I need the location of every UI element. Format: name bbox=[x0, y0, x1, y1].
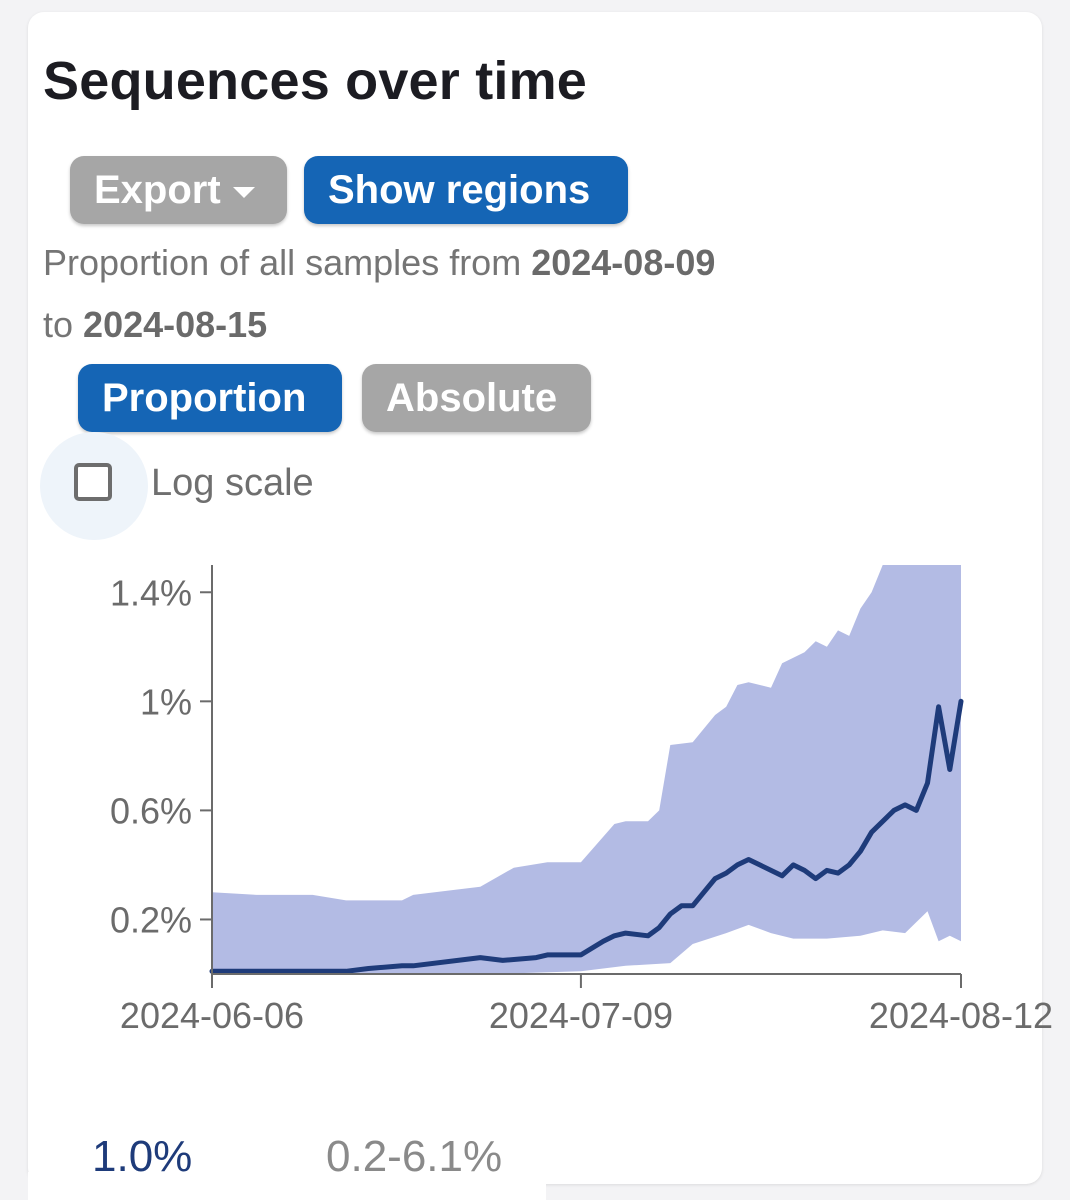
y-tick-label: 0.2% bbox=[110, 899, 192, 940]
proportion-button[interactable]: Proportion bbox=[78, 364, 342, 432]
log-scale-checkbox[interactable] bbox=[74, 463, 112, 501]
proportion-label: Proportion bbox=[102, 375, 307, 420]
description-line-2: to 2024-08-15 bbox=[43, 304, 267, 346]
date-to: 2024-08-15 bbox=[83, 304, 268, 345]
absolute-button[interactable]: Absolute bbox=[362, 364, 591, 432]
caret-down-icon bbox=[232, 186, 255, 198]
card-title: Sequences over time bbox=[43, 51, 588, 111]
estimate-line bbox=[209, 698, 964, 974]
y-tick-label: 1.4% bbox=[110, 572, 192, 613]
export-button[interactable]: Export bbox=[70, 156, 287, 224]
y-tick-label: 1% bbox=[140, 681, 192, 722]
x-tick-label: 2024-06-06 bbox=[120, 995, 304, 1036]
export-label: Export bbox=[94, 167, 221, 212]
log-scale-label[interactable]: Log scale bbox=[151, 462, 314, 504]
date-from: 2024-08-09 bbox=[531, 242, 716, 283]
description-prefix: Proportion of all samples from bbox=[43, 242, 522, 283]
x-tick-label: 2024-07-09 bbox=[489, 995, 673, 1036]
show-regions-button[interactable]: Show regions bbox=[304, 156, 628, 224]
y-tick-label: 0.6% bbox=[110, 790, 192, 831]
confidence-band bbox=[212, 565, 961, 974]
show-regions-label: Show regions bbox=[328, 167, 591, 212]
description-line-1: Proportion of all samples from 2024-08-0… bbox=[43, 242, 715, 284]
description-to: to bbox=[43, 304, 74, 345]
x-tick-label: 2024-08-12 bbox=[869, 995, 1053, 1036]
sequences-chart: 0.2% 0.6% 1% 1.4% 2024-06-06 2024-07-09 2024-0… bbox=[110, 565, 1053, 1036]
absolute-label: Absolute bbox=[386, 375, 558, 420]
card-bottom-strip bbox=[28, 1172, 546, 1200]
